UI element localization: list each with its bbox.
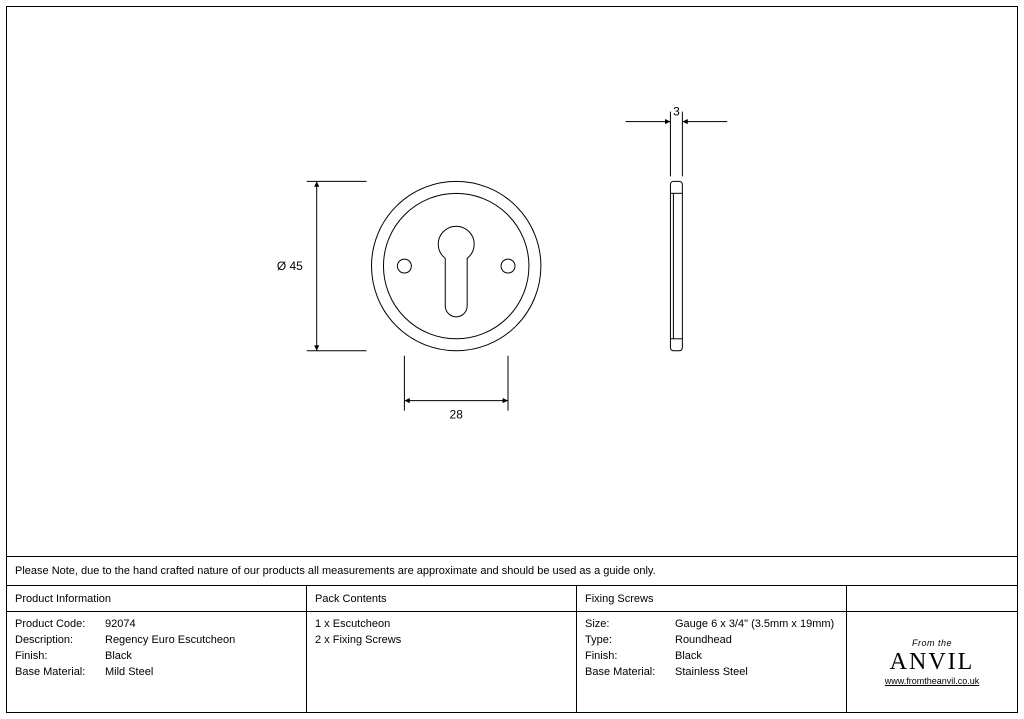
row-label: Finish:: [15, 650, 105, 662]
svg-text:Ø 45: Ø 45: [277, 259, 303, 273]
product-info-body: Product Code:92074Description:Regency Eu…: [7, 612, 306, 712]
brand-main-text: ANVIL: [890, 650, 975, 674]
product-info-block: Product Information Product Code:92074De…: [7, 586, 307, 712]
row-value: Black: [105, 650, 298, 662]
row-value: Gauge 6 x 3/4" (3.5mm x 19mm): [675, 618, 838, 630]
table-row: Size:Gauge 6 x 3/4" (3.5mm x 19mm): [585, 618, 838, 630]
pack-contents-header: Pack Contents: [307, 586, 576, 612]
row-value: Black: [675, 650, 838, 662]
fixing-screws-body: Size:Gauge 6 x 3/4" (3.5mm x 19mm)Type:R…: [577, 612, 846, 712]
list-item: 2 x Fixing Screws: [315, 634, 568, 646]
table-row: Type:Roundhead: [585, 634, 838, 646]
row-label: Finish:: [585, 650, 675, 662]
row-label: Size:: [585, 618, 675, 630]
row-label: Description:: [15, 634, 105, 646]
brand-logo: From the ANVIL www.fromtheanvil.co.uk: [847, 612, 1017, 712]
technical-drawing: Ø 45 28 3: [7, 7, 1017, 556]
row-label: Product Code:: [15, 618, 105, 630]
svg-text:28: 28: [450, 408, 464, 422]
table-row: Base Material:Mild Steel: [15, 666, 298, 678]
fixing-screws-block: Fixing Screws Size:Gauge 6 x 3/4" (3.5mm…: [577, 586, 847, 712]
row-label: Base Material:: [15, 666, 105, 678]
pack-contents-body: 1 x Escutcheon 2 x Fixing Screws: [307, 612, 576, 712]
brand-url-text: www.fromtheanvil.co.uk: [885, 676, 980, 686]
row-value: 92074: [105, 618, 298, 630]
row-value: Regency Euro Escutcheon: [105, 634, 298, 646]
product-info-header: Product Information: [7, 586, 306, 612]
info-tables: Product Information Product Code:92074De…: [7, 586, 1017, 712]
fixing-screws-header: Fixing Screws: [577, 586, 846, 612]
row-label: Base Material:: [585, 666, 675, 678]
table-row: Finish:Black: [15, 650, 298, 662]
table-row: Base Material:Stainless Steel: [585, 666, 838, 678]
note-row: Please Note, due to the hand crafted nat…: [7, 556, 1017, 586]
note-text: Please Note, due to the hand crafted nat…: [15, 565, 656, 577]
row-value: Stainless Steel: [675, 666, 838, 678]
table-row: Finish:Black: [585, 650, 838, 662]
brand-header-spacer: [847, 586, 1017, 612]
pack-contents-block: Pack Contents 1 x Escutcheon 2 x Fixing S…: [307, 586, 577, 712]
list-item: 1 x Escutcheon: [315, 618, 568, 630]
svg-text:3: 3: [673, 105, 680, 119]
brand-top-text: From the: [912, 638, 952, 648]
brand-block: From the ANVIL www.fromtheanvil.co.uk: [847, 586, 1017, 712]
row-label: Type:: [585, 634, 675, 646]
row-value: Mild Steel: [105, 666, 298, 678]
table-row: Description:Regency Euro Escutcheon: [15, 634, 298, 646]
row-value: Roundhead: [675, 634, 838, 646]
table-row: Product Code:92074: [15, 618, 298, 630]
